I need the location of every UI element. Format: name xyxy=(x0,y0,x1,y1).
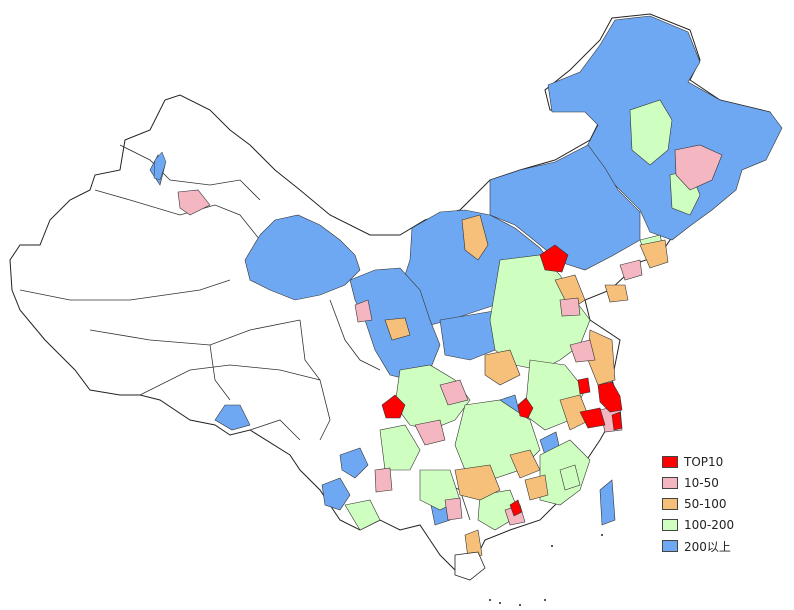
legend-label: 50-100 xyxy=(684,497,727,511)
legend-swatch xyxy=(662,540,678,552)
legend: TOP10 10-50 50-100 100-200 200以上 xyxy=(662,452,772,557)
hainan-island xyxy=(454,551,486,581)
legend-item: 200以上 xyxy=(662,536,772,556)
regions-top10 xyxy=(381,244,623,517)
legend-label: 100-200 xyxy=(684,518,735,532)
legend-label: 200以上 xyxy=(684,539,731,554)
province-borders xyxy=(19,144,471,521)
legend-item: 10-50 xyxy=(662,473,772,493)
lake-icon xyxy=(153,151,167,181)
south-sea-islands xyxy=(489,534,603,606)
legend-item: 100-200 xyxy=(662,515,772,535)
legend-swatch xyxy=(662,498,678,510)
legend-swatch xyxy=(662,477,678,489)
legend-label: 10-50 xyxy=(684,476,719,490)
legend-label: TOP10 xyxy=(684,455,724,469)
legend-swatch xyxy=(662,456,678,468)
legend-swatch xyxy=(662,519,678,531)
regions-50-100 xyxy=(384,214,669,559)
legend-item: 50-100 xyxy=(662,494,772,514)
legend-item: TOP10 xyxy=(662,452,772,472)
